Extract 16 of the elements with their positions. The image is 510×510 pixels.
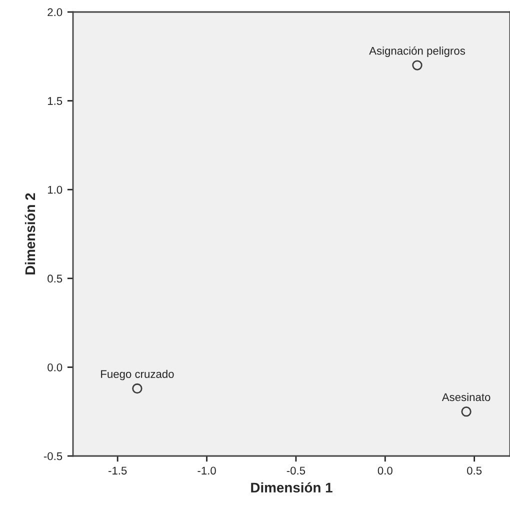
y-tick-label: 0.0 (48, 363, 62, 372)
annotation: Asesinato (442, 392, 490, 402)
x-tick-label: -0.5 (286, 466, 306, 475)
y-tick-label: -0.5 (44, 452, 62, 460)
x-tick-label: -1.0 (198, 466, 216, 475)
x-tick-label: -1.5 (108, 466, 127, 475)
y-tick-label: 1.0 (48, 186, 62, 194)
x-tick-label: 0.5 (467, 466, 482, 475)
annotation: Asignación peligros (369, 46, 466, 57)
y-axis-title: Dimensión 2 (24, 193, 36, 274)
x-tick-label: 0.0 (378, 466, 392, 475)
annotation: Fuego cruzado (101, 370, 174, 380)
y-tick-label: 0.5 (48, 274, 62, 283)
x-axis-title: Dimensión 1 (251, 482, 332, 493)
y-tick-label: 2.0 (48, 8, 62, 16)
y-tick-label: 1.5 (48, 97, 62, 105)
